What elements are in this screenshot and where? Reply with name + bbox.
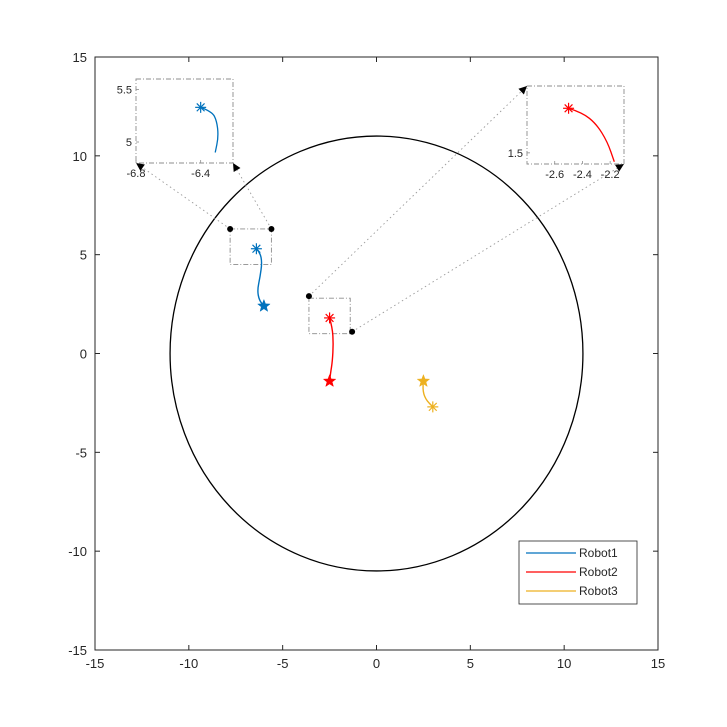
legend-label-robot2: Robot2 bbox=[579, 565, 618, 579]
y-tick-label: -10 bbox=[68, 544, 87, 559]
series-layer bbox=[250, 243, 439, 413]
connector-arrowhead bbox=[136, 163, 145, 171]
x-tick-label: -5 bbox=[277, 656, 289, 671]
inset-2: -2.6 -2.4 -2.2 1.5 bbox=[508, 85, 625, 181]
zoom-connector bbox=[232, 162, 272, 230]
x-tick-label: -15 bbox=[86, 656, 105, 671]
zoom-annotations bbox=[135, 85, 625, 335]
legend-label-robot1: Robot1 bbox=[579, 546, 618, 560]
zoom-anchor-dot bbox=[227, 225, 234, 232]
y-tick-label: 10 bbox=[73, 149, 87, 164]
inset-series-line bbox=[200, 106, 219, 153]
x-tick-label: 15 bbox=[651, 656, 665, 671]
y-tick-label: -15 bbox=[68, 643, 87, 658]
plot-area: -15 -10 -5 0 5 10 15 -15 -10 -5 0 5 10 15 -6.8 -6.4 5.… bbox=[68, 50, 665, 671]
inset-frame bbox=[135, 78, 234, 164]
inset-start-marker bbox=[195, 101, 207, 113]
inset-y-tick-label: 1.5 bbox=[508, 148, 523, 160]
x-tick-label: -10 bbox=[179, 656, 198, 671]
x-tick-label: 10 bbox=[557, 656, 571, 671]
start-marker-robot3 bbox=[427, 401, 439, 413]
start-marker-robot1 bbox=[250, 243, 262, 255]
goal-marker-robot2 bbox=[322, 373, 337, 388]
inset-x-tick-label: -2.2 bbox=[601, 169, 620, 181]
inset-1: -6.8 -6.4 5.5 5 bbox=[117, 78, 234, 180]
x-axis: -15 -10 -5 0 5 10 15 bbox=[86, 57, 665, 671]
zoom-anchor-dot bbox=[349, 328, 356, 335]
y-axis: -15 -10 -5 0 5 10 15 bbox=[68, 50, 658, 658]
connector-arrowhead bbox=[615, 164, 624, 172]
start-marker-robot2 bbox=[324, 312, 336, 324]
zoom-box bbox=[229, 228, 272, 266]
y-tick-label: 0 bbox=[80, 347, 87, 362]
zoom-connector bbox=[351, 163, 625, 333]
y-tick-label: -5 bbox=[75, 445, 87, 460]
connector-arrowhead bbox=[233, 163, 241, 172]
inset-y-tick-label: 5 bbox=[126, 137, 132, 149]
zoom-box bbox=[308, 297, 351, 335]
inset-layer: -6.8 -6.4 5.5 5 -2.6 -2.4 -2.2 1.5 bbox=[117, 78, 625, 181]
x-tick-label: 5 bbox=[467, 656, 474, 671]
series-line-robot1 bbox=[255, 248, 265, 307]
zoom-connector bbox=[308, 85, 528, 297]
inset-series-line bbox=[568, 107, 615, 162]
legend: Robot1 Robot2 Robot3 bbox=[518, 540, 638, 605]
boundary-circle bbox=[169, 135, 584, 572]
inset-x-tick-label: -6.8 bbox=[127, 168, 146, 180]
inset-start-marker bbox=[563, 102, 575, 114]
zoom-anchor-dot bbox=[305, 293, 312, 300]
connector-arrowhead bbox=[518, 86, 527, 95]
series-line-robot2 bbox=[328, 317, 334, 382]
x-tick-label: 0 bbox=[373, 656, 380, 671]
inset-x-tick-label: -2.6 bbox=[545, 169, 564, 181]
zoom-anchor-dot bbox=[268, 225, 275, 232]
series-line-robot3 bbox=[422, 381, 434, 408]
inset-frame bbox=[526, 85, 625, 165]
y-tick-label: 15 bbox=[73, 50, 87, 65]
goal-marker-robot1 bbox=[257, 298, 271, 312]
inset-x-tick-label: -6.4 bbox=[191, 168, 210, 180]
zoom-connector bbox=[135, 162, 231, 230]
inset-y-tick-label: 5.5 bbox=[117, 85, 132, 97]
legend-label-robot3: Robot3 bbox=[579, 584, 618, 598]
goal-marker-robot3 bbox=[416, 373, 431, 388]
y-tick-label: 5 bbox=[80, 248, 87, 263]
inset-x-tick-label: -2.4 bbox=[573, 169, 592, 181]
